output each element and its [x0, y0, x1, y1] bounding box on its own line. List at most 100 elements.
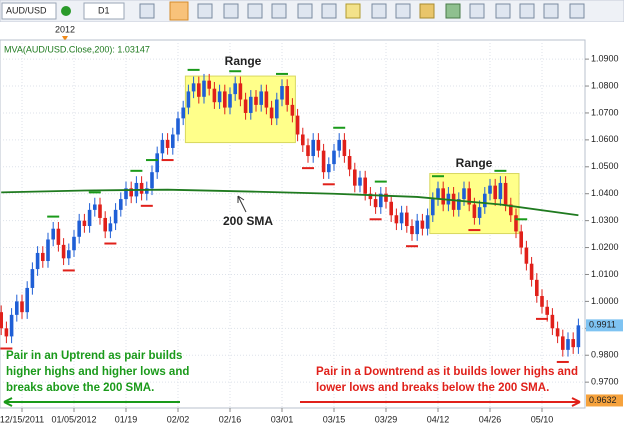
candle-body [207, 80, 211, 89]
candle-body [347, 156, 352, 170]
y-tick-label: 1.0900 [591, 53, 619, 63]
candle-body [378, 193, 383, 208]
timeframe: D1 [98, 5, 110, 15]
candle-body [321, 150, 326, 173]
candle-body [238, 83, 243, 100]
x-tick-label: 01/05/2012 [51, 414, 96, 424]
candle-body [482, 193, 487, 208]
tool-icon[interactable] [419, 3, 435, 19]
tool-icon[interactable] [395, 3, 411, 19]
candle-body [274, 99, 279, 119]
candle-body [280, 86, 284, 100]
symbol-dropdown[interactable] [1, 2, 57, 20]
sma-line [1, 188, 579, 217]
tool-icon[interactable] [247, 3, 263, 19]
timeframe-dropdown[interactable] [83, 2, 125, 20]
tool-icon[interactable] [139, 3, 155, 19]
tool-icon[interactable] [543, 3, 559, 19]
tool-icon[interactable] [345, 3, 361, 19]
time-strip [0, 22, 624, 40]
x-tick-label: 02/16 [219, 414, 242, 424]
candle-body [77, 220, 81, 237]
candle-body [404, 212, 409, 227]
candle-body [389, 201, 393, 216]
candle-body [306, 145, 310, 157]
candle-body [373, 199, 378, 208]
candle-body [0, 312, 3, 329]
tool-icon[interactable] [469, 3, 485, 19]
candle-body [170, 134, 175, 148]
candle-body [560, 336, 565, 350]
candle-body [472, 204, 477, 218]
candle-body [124, 188, 128, 200]
x-tick-label: 04/12 [427, 414, 450, 424]
candle-body [295, 115, 300, 135]
candle-body [176, 118, 180, 135]
y-tick-label: 1.0200 [591, 242, 619, 252]
candle-body [524, 247, 529, 264]
candle-body [46, 239, 50, 262]
candle-body [248, 96, 253, 113]
tool-icon[interactable] [495, 3, 511, 19]
toolbar-icons [139, 1, 585, 21]
candle-body [103, 217, 107, 232]
candle-body [82, 220, 87, 227]
candle-body [415, 220, 419, 235]
candle-body [508, 204, 513, 216]
candle-body [451, 193, 456, 210]
candle-body [269, 107, 274, 119]
tool-icon[interactable] [569, 3, 585, 19]
candle-body [222, 91, 227, 108]
y-tick-label: 1.0000 [591, 296, 619, 306]
uptrend-note: Pair in an Uptrend as pair builds [6, 350, 182, 362]
y-tick-label: 0.9800 [591, 350, 619, 360]
downtrend-note: lower lows and breaks below the 200 SMA. [316, 382, 549, 394]
status-icon[interactable] [61, 6, 71, 16]
tool-icon[interactable] [445, 3, 461, 19]
candle-body [342, 139, 347, 157]
candle-body [56, 228, 61, 245]
candle-body [181, 107, 185, 119]
indicator-label: MVA(AUD/USD.Close,200): 1.03147 [4, 44, 150, 54]
tool-icon[interactable] [371, 3, 387, 19]
candle-body [40, 252, 45, 262]
candle-body [118, 199, 123, 210]
y-tick-label: 0.9700 [591, 377, 619, 387]
candle-body [61, 244, 66, 259]
candle-body [160, 139, 165, 154]
candle-body [20, 301, 24, 313]
candle-body [441, 188, 445, 205]
candle-body [503, 182, 508, 205]
uptrend-note: breaks above the 200 SMA. [6, 382, 154, 394]
candle-body [425, 215, 430, 229]
x-tick-label: 01/19 [115, 414, 138, 424]
tool-icon[interactable] [519, 3, 535, 19]
tool-icon[interactable] [297, 3, 313, 19]
sma-label: 200 SMA [223, 214, 273, 228]
y-tick-label: 1.0300 [591, 215, 619, 225]
x-tick-label: 03/15 [323, 414, 346, 424]
candle-body [139, 182, 144, 194]
candle-body [113, 209, 118, 224]
candle-body [300, 134, 305, 146]
tool-icon[interactable] [271, 3, 287, 19]
tool-icon[interactable] [321, 3, 337, 19]
candle-body [254, 96, 258, 105]
candle-body [259, 91, 263, 105]
sma-arrow [237, 195, 247, 213]
candle-body [399, 212, 404, 224]
tool-icon[interactable] [169, 1, 189, 21]
downtrend-note: Pair in a Downtrend as it builds lower h… [316, 366, 578, 378]
candle-body [571, 339, 575, 348]
candle-body [51, 228, 55, 240]
candle-body [576, 325, 581, 348]
symbol: AUD/USD [6, 5, 47, 15]
candle-body [14, 301, 19, 315]
price-box [586, 319, 623, 332]
tool-icon[interactable] [197, 3, 213, 19]
candle-body [332, 150, 336, 165]
x-tick-label: 03/01 [271, 414, 294, 424]
x-tick-label: 02/02 [167, 414, 190, 424]
price-box [586, 394, 623, 407]
tool-icon[interactable] [223, 3, 239, 19]
